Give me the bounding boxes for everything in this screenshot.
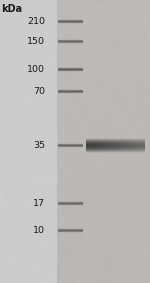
- Text: kDa: kDa: [2, 4, 23, 14]
- Text: 100: 100: [27, 65, 45, 74]
- Text: 10: 10: [33, 226, 45, 235]
- Text: 70: 70: [33, 87, 45, 97]
- Text: 35: 35: [33, 141, 45, 150]
- Text: 150: 150: [27, 37, 45, 46]
- Text: 17: 17: [33, 199, 45, 208]
- Text: 210: 210: [27, 17, 45, 26]
